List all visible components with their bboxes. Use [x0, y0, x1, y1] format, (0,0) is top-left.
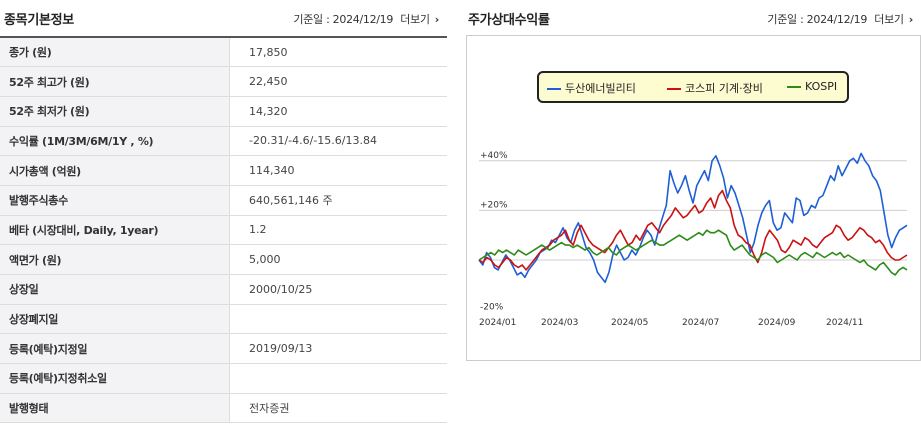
table-row: 액면가 (원) 5,000: [0, 244, 447, 275]
chart-legend: 두산에너빌리티 코스피 기계·장비 KOSPI: [537, 71, 849, 103]
table-row: 수익률 (1M/3M/6M/1Y , %) -20.31/-4.6/-15.6/1…: [0, 126, 447, 157]
row-label: 발행형태: [0, 393, 230, 424]
base-date: 기준일 : 2024/12/19: [767, 13, 868, 26]
y-tick-label: +40%: [480, 151, 508, 161]
stock-info-panel: 종목기본정보 기준일 : 2024/12/19 더보기 › 종가 (원) 17,85…: [0, 0, 447, 433]
x-tick-label: 2024/09: [758, 318, 796, 328]
legend-label: 코스피 기계·장비: [685, 82, 763, 95]
row-label: 수익률 (1M/3M/6M/1Y , %): [0, 126, 230, 157]
relative-return-title: 주가상대수익률: [468, 13, 550, 28]
table-row: 등록(예탁)지정취소일: [0, 363, 447, 394]
legend-label: 두산에너빌리티: [565, 82, 636, 95]
chevron-right-icon[interactable]: ›: [908, 13, 914, 26]
row-label: 52주 최저가 (원): [0, 96, 230, 127]
table-row: 베타 (시장대비, Daily, 1year) 1.2: [0, 215, 447, 246]
row-value: 17,850: [229, 37, 447, 68]
row-value: 14,320: [229, 96, 447, 127]
row-value: 114,340: [229, 155, 447, 186]
row-label: 등록(예탁)지정취소일: [0, 363, 230, 394]
more-link[interactable]: 더보기: [400, 13, 430, 26]
row-value: [229, 363, 447, 394]
chart-plot-area: +40% +20% -20% 2024/01 2024/03 2024/05 2024/07…: [478, 151, 908, 328]
table-row: 시가총액 (억원) 114,340: [0, 155, 447, 186]
base-date: 기준일 : 2024/12/19: [293, 13, 394, 26]
x-tick-label: 2024/11: [826, 318, 863, 328]
legend-item: KOSPI: [787, 80, 837, 93]
more-link[interactable]: 더보기: [874, 13, 904, 26]
table-row: 발행주식총수 640,561,146 주: [0, 185, 447, 216]
relative-return-panel: 주가상대수익률 기준일 : 2024/12/19 더보기 › +40% +20% -2…: [466, 0, 921, 433]
relative-return-chart: +40% +20% -20% 2024/01 2024/03 2024/05 2024/07…: [466, 35, 921, 361]
series-line: [478, 152, 908, 284]
table-row: 등록(예탁)지정일 2019/09/13: [0, 333, 447, 365]
legend-swatch: [787, 86, 801, 88]
row-value: -20.31/-4.6/-15.6/13.84: [229, 126, 447, 157]
row-value: 5,000: [229, 244, 447, 275]
x-tick-label: 2024/03: [541, 318, 578, 328]
legend-swatch: [547, 88, 561, 90]
legend-label: KOSPI: [805, 80, 838, 93]
legend-swatch: [667, 88, 681, 90]
series-line: [478, 189, 908, 271]
table-row: 52주 최저가 (원) 14,320: [0, 96, 447, 127]
row-label: 베타 (시장대비, Daily, 1year): [0, 215, 230, 246]
row-label: 발행주식총수: [0, 185, 230, 216]
stock-info-meta: 기준일 : 2024/12/19 더보기 ›: [293, 11, 439, 27]
row-label: 액면가 (원): [0, 244, 230, 275]
x-tick-label: 2024/01: [479, 318, 516, 328]
series-line: [478, 229, 908, 276]
legend-item: 코스피 기계·장비: [667, 80, 763, 96]
table-row: 종가 (원) 17,850: [0, 37, 447, 68]
row-label: 상장일: [0, 274, 230, 305]
stock-info-title: 종목기본정보: [4, 13, 74, 28]
y-tick-label: -20%: [480, 303, 504, 313]
row-value: 1.2: [229, 215, 447, 246]
row-value: 22,450: [229, 66, 447, 97]
table-row: 발행형태 전자증권: [0, 393, 447, 424]
row-label: 종가 (원): [0, 37, 230, 68]
stock-info-table: 종가 (원) 17,850 52주 최고가 (원) 22,450 52주 최저가 (원)…: [0, 36, 447, 424]
row-label: 시가총액 (억원): [0, 155, 230, 186]
stock-info-header: 종목기본정보 기준일 : 2024/12/19 더보기 ›: [0, 0, 447, 34]
table-row: 52주 최고가 (원) 22,450: [0, 66, 447, 97]
relative-return-header: 주가상대수익률 기준일 : 2024/12/19 더보기 ›: [466, 0, 921, 34]
legend-item: 두산에너빌리티: [547, 80, 636, 96]
x-tick-label: 2024/07: [682, 318, 719, 328]
row-value: [229, 304, 447, 335]
y-tick-label: +20%: [480, 200, 508, 210]
row-value: 2019/09/13: [229, 333, 447, 365]
table-row: 상장폐지일: [0, 304, 447, 335]
row-label: 등록(예탁)지정일: [0, 333, 230, 365]
chevron-right-icon[interactable]: ›: [434, 13, 440, 26]
x-tick-label: 2024/05: [611, 318, 648, 328]
row-value: 2000/10/25: [229, 274, 447, 305]
relative-return-meta: 기준일 : 2024/12/19 더보기 ›: [767, 11, 913, 27]
row-value: 전자증권: [229, 393, 447, 424]
table-row: 상장일 2000/10/25: [0, 274, 447, 305]
row-label: 52주 최고가 (원): [0, 66, 230, 97]
row-value: 640,561,146 주: [229, 185, 447, 216]
row-label: 상장폐지일: [0, 304, 230, 335]
